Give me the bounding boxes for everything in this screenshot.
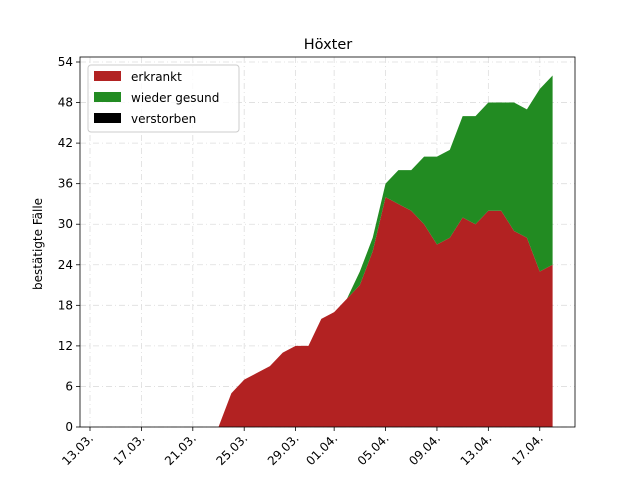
- legend-swatch: [94, 113, 121, 123]
- y-axis-label: bestätigte Fälle: [31, 198, 45, 290]
- legend-label: verstorben: [131, 112, 196, 126]
- plot-frame: [79, 56, 576, 428]
- y-tick-label: 24: [58, 258, 73, 272]
- y-tick-label: 36: [58, 177, 73, 191]
- area: [90, 197, 553, 427]
- legend-label: erkrankt: [131, 70, 182, 84]
- y-tick-label: 42: [58, 136, 73, 150]
- y-tick-label: 48: [58, 96, 73, 110]
- y-tick-label: 18: [58, 298, 73, 312]
- legend-label: wieder gesund: [131, 91, 219, 105]
- legend-box: [87, 64, 240, 133]
- chart-title: Höxter: [304, 37, 353, 53]
- y-tick-label: 12: [58, 339, 73, 353]
- y-tick-label: 6: [65, 379, 73, 393]
- y-tick-label: 0: [65, 420, 73, 434]
- y-tick-label: 30: [58, 217, 73, 231]
- area: [90, 75, 553, 427]
- legend-swatch: [94, 71, 121, 81]
- y-tick-label: 54: [58, 55, 73, 69]
- legend-swatch: [94, 92, 121, 102]
